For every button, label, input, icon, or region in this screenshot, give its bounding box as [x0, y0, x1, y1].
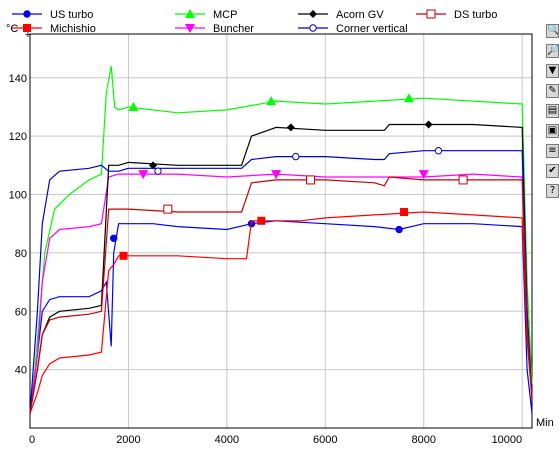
y-tick-label: 120: [9, 131, 27, 143]
legend-item: Michishio: [12, 23, 96, 35]
data-point: [306, 175, 316, 185]
legend-item: US turbo: [12, 9, 93, 21]
series-line: [29, 220, 533, 414]
legend-marker: [185, 9, 195, 18]
data-point: [138, 170, 149, 180]
help-icon[interactable]: ?: [546, 184, 559, 198]
series-buncher: [29, 170, 533, 414]
data-point: [286, 123, 295, 132]
data-point: [119, 251, 128, 260]
data-point: [418, 170, 429, 180]
save-icon[interactable]: ▣: [546, 124, 559, 138]
y-tick-label: 80: [15, 248, 27, 260]
zoom-out-icon[interactable]: 🔎: [546, 44, 559, 58]
data-point: [163, 204, 173, 214]
data-point: [400, 208, 409, 217]
x-tick-label: 2000: [116, 434, 140, 446]
legend-marker: [23, 24, 31, 32]
data-point: [149, 161, 158, 170]
legend-label: Michishio: [50, 23, 96, 35]
data-point: [292, 152, 300, 161]
series-layer: [29, 65, 533, 414]
data-point: [257, 216, 266, 225]
series-michishio: [29, 208, 533, 414]
check-icon[interactable]: ✔: [546, 164, 559, 178]
highlight-icon[interactable]: ✎: [546, 84, 559, 98]
legend-label: Corner vertical: [336, 23, 408, 35]
axes: 40 60 80 100 120 140 0 2000 4000 6000 8000 10000 +: [9, 29, 533, 446]
legend-icon[interactable]: ≡: [546, 144, 559, 158]
legend-item: DS turbo: [416, 9, 497, 21]
legend: US turbo Michishio MCP Buncher Acorn GV Corne…: [12, 9, 497, 35]
series-line: [29, 65, 533, 414]
plot-frame: [29, 33, 533, 429]
data-point: [424, 120, 433, 129]
legend-marker: [309, 24, 317, 32]
data-point: [271, 170, 282, 180]
legend-label: Buncher: [213, 23, 254, 35]
series-acorn-gv: [29, 120, 533, 414]
data-point: [109, 234, 118, 242]
zoom-in-icon[interactable]: 🔍: [546, 24, 559, 38]
x-tick-label: 4000: [215, 434, 239, 446]
legend-marker: [23, 10, 31, 18]
x-tick-label: 6000: [313, 434, 337, 446]
y-axis-label: °C: [6, 23, 18, 35]
data-point: [434, 147, 443, 155]
data-point: [395, 225, 403, 234]
legend-label: US turbo: [50, 9, 93, 21]
data-point: [403, 93, 414, 103]
legend-label: Acorn GV: [336, 9, 384, 21]
series-line: [29, 173, 533, 414]
x-tick-label: 0: [29, 434, 35, 446]
data-point: [154, 167, 162, 175]
series-line: [29, 150, 533, 414]
series-line: [29, 176, 533, 414]
copy-icon[interactable]: ▤: [546, 104, 559, 118]
y-tick-label: 140: [9, 73, 27, 85]
data-point: [266, 96, 277, 106]
x-axis-label: Min: [536, 417, 554, 429]
legend-item: Buncher: [175, 23, 254, 35]
series-corner-vertical: [29, 147, 533, 414]
data-point: [458, 175, 468, 185]
series-us-turbo: [29, 220, 533, 414]
y-tick-label: 60: [15, 306, 27, 318]
legend-item: Acorn GV: [298, 9, 384, 21]
data-point: [128, 101, 139, 111]
x-tick-label: 8000: [411, 434, 435, 446]
legend-item: MCP: [175, 9, 237, 21]
dropdown-icon[interactable]: ▼: [546, 64, 559, 78]
y-tick-label: 100: [9, 190, 27, 202]
series-line: [29, 211, 533, 414]
legend-marker: [185, 24, 195, 33]
legend-marker: [309, 10, 317, 18]
series-mcp: [29, 65, 533, 414]
legend-marker: [426, 9, 436, 19]
legend-item: Corner vertical: [298, 23, 408, 35]
series-ds-turbo: [29, 175, 533, 414]
x-tick-label: 10000: [492, 434, 523, 446]
axis-origin-mark: +: [25, 29, 31, 41]
legend-label: MCP: [213, 9, 237, 21]
y-tick-label: 40: [15, 365, 27, 377]
legend-label: DS turbo: [454, 9, 497, 21]
